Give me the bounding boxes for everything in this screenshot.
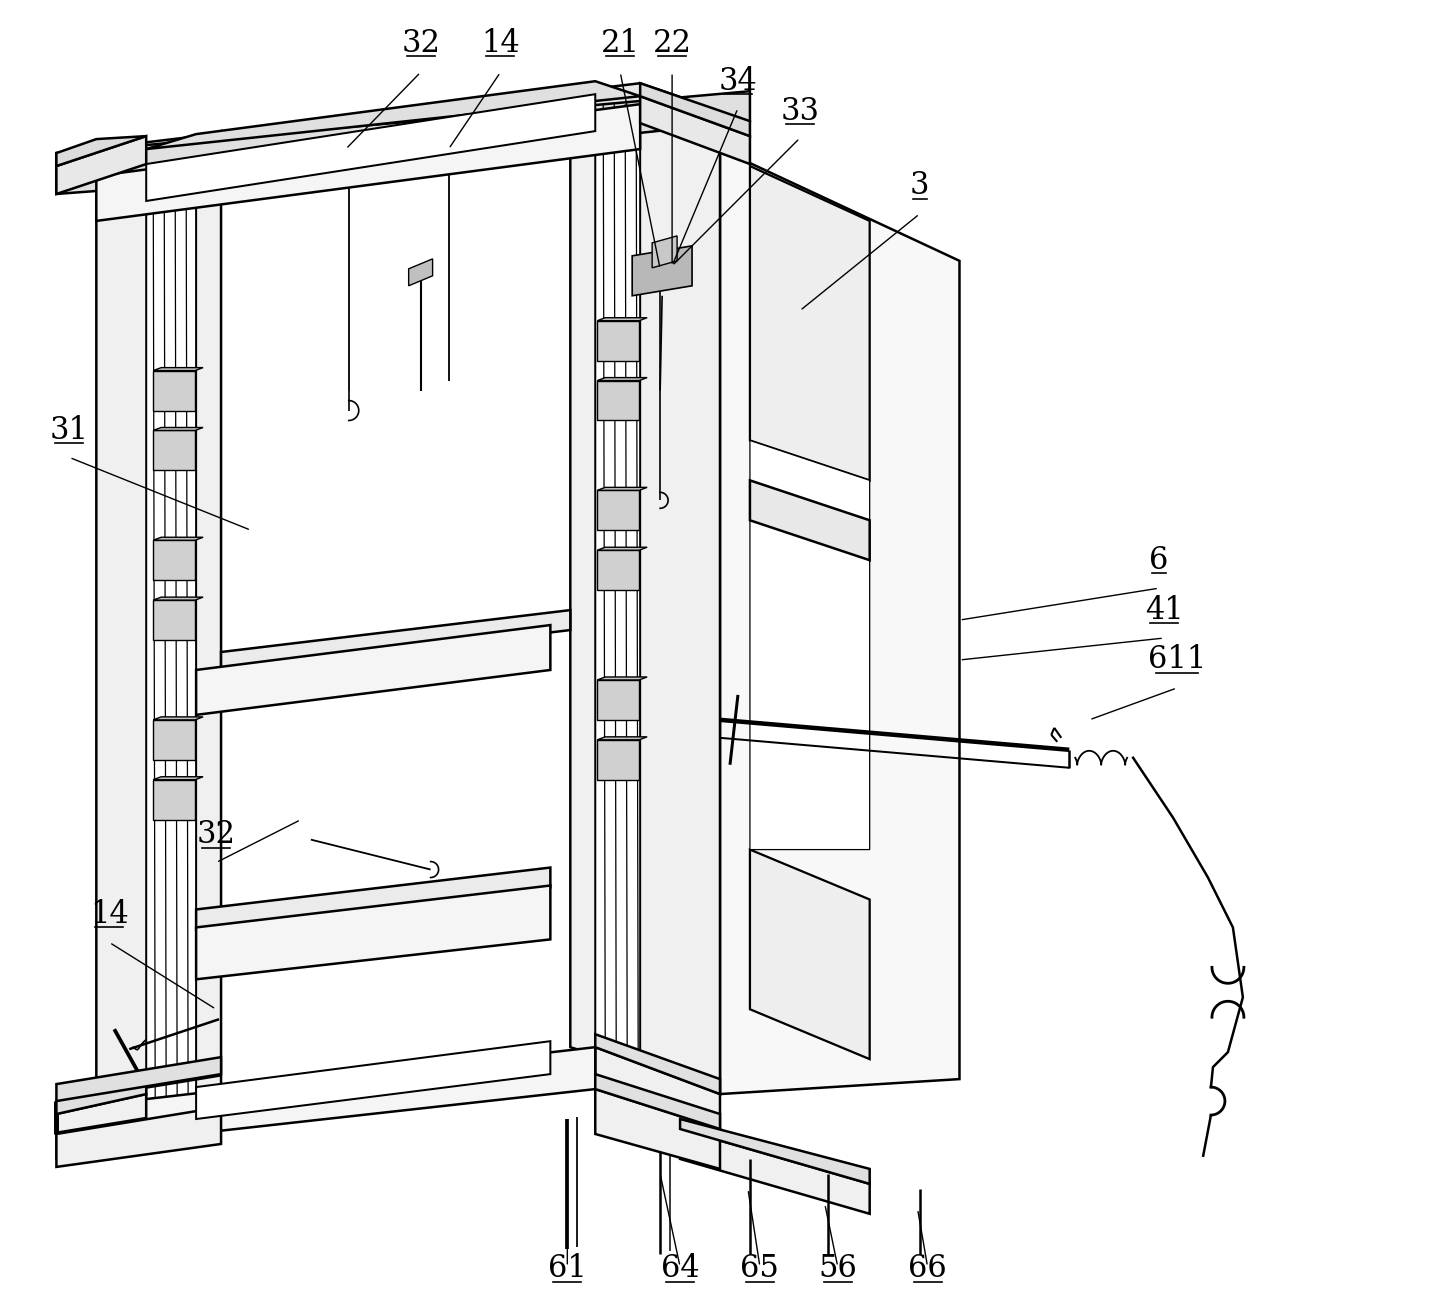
Polygon shape bbox=[596, 1089, 719, 1169]
Polygon shape bbox=[197, 885, 550, 979]
Text: 21: 21 bbox=[600, 28, 639, 59]
Polygon shape bbox=[221, 610, 570, 673]
Polygon shape bbox=[154, 776, 202, 780]
Polygon shape bbox=[96, 131, 221, 1134]
Polygon shape bbox=[597, 737, 648, 739]
Text: 22: 22 bbox=[652, 28, 692, 59]
Polygon shape bbox=[597, 378, 648, 380]
Polygon shape bbox=[154, 427, 202, 430]
Polygon shape bbox=[56, 1106, 221, 1167]
Polygon shape bbox=[56, 136, 146, 194]
Polygon shape bbox=[632, 246, 692, 296]
Polygon shape bbox=[597, 547, 648, 551]
Polygon shape bbox=[154, 597, 202, 600]
Polygon shape bbox=[409, 258, 432, 286]
Polygon shape bbox=[597, 676, 648, 680]
Polygon shape bbox=[681, 1120, 870, 1184]
Text: 32: 32 bbox=[197, 819, 236, 850]
Text: 6: 6 bbox=[1149, 544, 1169, 576]
Polygon shape bbox=[197, 1041, 550, 1120]
Polygon shape bbox=[570, 96, 719, 1095]
Polygon shape bbox=[154, 367, 202, 371]
Polygon shape bbox=[146, 94, 596, 201]
Polygon shape bbox=[197, 868, 550, 929]
Polygon shape bbox=[596, 92, 640, 1065]
Polygon shape bbox=[597, 551, 639, 590]
Polygon shape bbox=[750, 480, 870, 560]
Text: 34: 34 bbox=[718, 66, 757, 97]
Polygon shape bbox=[197, 625, 550, 714]
Polygon shape bbox=[681, 1129, 870, 1214]
Polygon shape bbox=[750, 440, 870, 850]
Polygon shape bbox=[597, 321, 639, 361]
Polygon shape bbox=[56, 1057, 221, 1101]
Polygon shape bbox=[154, 538, 202, 540]
Polygon shape bbox=[597, 380, 639, 421]
Polygon shape bbox=[96, 104, 640, 222]
Polygon shape bbox=[750, 850, 870, 1059]
Polygon shape bbox=[597, 490, 639, 530]
Text: 61: 61 bbox=[549, 1253, 587, 1285]
Text: 32: 32 bbox=[401, 28, 439, 59]
Polygon shape bbox=[154, 430, 195, 471]
Polygon shape bbox=[597, 317, 648, 321]
Polygon shape bbox=[597, 488, 648, 490]
Polygon shape bbox=[750, 166, 870, 480]
Polygon shape bbox=[596, 1047, 719, 1139]
Polygon shape bbox=[154, 780, 195, 819]
Polygon shape bbox=[146, 81, 640, 149]
Polygon shape bbox=[640, 96, 750, 164]
Text: 56: 56 bbox=[819, 1253, 857, 1285]
Polygon shape bbox=[652, 236, 678, 267]
Text: 31: 31 bbox=[50, 416, 89, 446]
Polygon shape bbox=[56, 1074, 146, 1114]
Polygon shape bbox=[146, 149, 197, 1114]
Polygon shape bbox=[640, 83, 750, 136]
Polygon shape bbox=[56, 1095, 146, 1159]
Polygon shape bbox=[596, 1034, 719, 1095]
Polygon shape bbox=[154, 371, 195, 410]
Polygon shape bbox=[146, 1047, 596, 1139]
Polygon shape bbox=[56, 136, 146, 166]
Polygon shape bbox=[597, 680, 639, 720]
Text: 64: 64 bbox=[661, 1253, 699, 1285]
Polygon shape bbox=[719, 149, 959, 1095]
Text: 3: 3 bbox=[910, 170, 929, 202]
Polygon shape bbox=[154, 720, 195, 760]
Polygon shape bbox=[56, 83, 750, 191]
Text: 66: 66 bbox=[908, 1253, 946, 1285]
Text: 65: 65 bbox=[741, 1253, 780, 1285]
Text: 14: 14 bbox=[481, 28, 520, 59]
Text: 611: 611 bbox=[1147, 645, 1206, 675]
Polygon shape bbox=[154, 717, 202, 720]
Polygon shape bbox=[596, 1074, 719, 1129]
Polygon shape bbox=[56, 92, 750, 194]
Polygon shape bbox=[597, 739, 639, 780]
Text: 41: 41 bbox=[1144, 595, 1183, 625]
Polygon shape bbox=[154, 540, 195, 581]
Text: 14: 14 bbox=[90, 899, 129, 929]
Text: 33: 33 bbox=[780, 96, 820, 127]
Polygon shape bbox=[154, 600, 195, 640]
